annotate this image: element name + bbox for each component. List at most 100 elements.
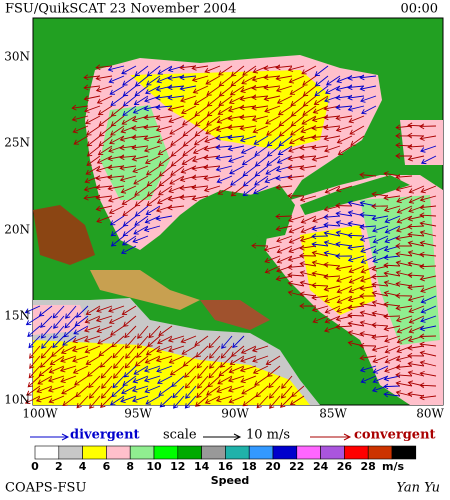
wind-arrow — [112, 375, 125, 389]
wind-arrow — [371, 191, 389, 198]
wind-arrow — [324, 305, 341, 314]
wind-arrow — [193, 135, 209, 146]
wind-arrow — [263, 245, 281, 252]
color-cell — [177, 445, 202, 460]
wind-arrow — [47, 385, 65, 393]
wind-arrow — [325, 75, 341, 86]
wind-arrow — [311, 225, 329, 232]
wind-arrow — [145, 165, 161, 176]
wind-arrow — [253, 185, 269, 195]
wind-arrow — [383, 383, 401, 390]
wind-arrow — [208, 335, 221, 349]
color-cell — [367, 445, 393, 460]
wind-arrow — [287, 290, 305, 297]
wind-arrow — [301, 115, 317, 125]
wind-arrow — [89, 395, 101, 409]
wind-arrow — [218, 365, 233, 377]
wind-arrow — [204, 65, 221, 74]
wind-arrow — [372, 235, 389, 244]
wind-arrow — [108, 205, 125, 215]
wind-arrow — [383, 391, 401, 398]
wind-arrow — [24, 305, 41, 314]
wind-arrow — [169, 175, 185, 185]
cuba — [300, 175, 410, 215]
wind-arrow — [395, 315, 413, 323]
wind-arrow — [347, 320, 365, 327]
wind-arrow — [62, 335, 77, 346]
wind-arrow — [73, 325, 89, 335]
wind-arrow — [240, 375, 257, 384]
wind-arrow — [122, 105, 137, 116]
atlantic-ocean — [400, 120, 443, 165]
wind-arrow — [348, 265, 365, 274]
wind-arrow — [155, 94, 173, 101]
wind-arrow — [395, 390, 413, 397]
colorbar-value: 16 — [218, 460, 234, 473]
wind-arrow — [217, 185, 233, 195]
lat-label: 20N — [4, 223, 30, 237]
wind-arrow — [420, 185, 437, 194]
wind-arrow — [220, 345, 233, 359]
wind-arrow — [347, 232, 365, 239]
wind-arrow — [206, 385, 221, 396]
wind-arrow — [359, 365, 377, 373]
wind-arrow — [170, 165, 185, 176]
wind-arrow — [167, 94, 185, 101]
wind-arrow — [407, 132, 425, 139]
wind-arrow — [136, 345, 149, 358]
wind-arrow — [239, 114, 257, 121]
wind-arrow — [290, 95, 305, 106]
wind-arrow — [275, 275, 293, 282]
wind-arrow — [71, 345, 89, 353]
wind-arrow — [277, 145, 293, 155]
wind-arrow — [275, 85, 293, 93]
wind-arrow — [299, 270, 317, 277]
wind-arrow — [288, 225, 305, 234]
wind-arrow — [347, 200, 365, 207]
wind-arrow — [108, 75, 125, 84]
wind-arrow — [359, 301, 377, 308]
wind-arrow — [203, 185, 221, 193]
wind-arrow — [122, 375, 137, 386]
wind-arrow — [131, 144, 149, 151]
wind-arrow — [360, 255, 377, 264]
wind-arrow — [191, 195, 209, 202]
wind-arrow — [109, 135, 125, 145]
colorbar-value: 12 — [170, 460, 185, 473]
wind-arrow — [180, 335, 197, 344]
terrain — [33, 205, 95, 265]
wind-arrow — [180, 105, 197, 115]
wind-arrow — [266, 125, 281, 136]
wind-arrow — [299, 195, 317, 202]
wind-arrow — [359, 354, 377, 361]
wind-arrow — [120, 245, 137, 255]
wind-arrow — [132, 395, 149, 403]
wind-arrow — [408, 185, 425, 194]
wind-arrow — [148, 325, 161, 339]
wind-arrow — [278, 135, 293, 147]
wind-arrow — [253, 135, 269, 145]
wind-arrow — [395, 174, 413, 180]
wind-arrow — [120, 185, 137, 194]
wind-arrow — [111, 335, 125, 348]
colorbar-unit: m/s — [382, 460, 404, 473]
wind-arrow — [184, 375, 197, 389]
wind-arrow — [302, 105, 317, 116]
wind-arrow — [324, 145, 341, 153]
wind-arrow — [205, 125, 221, 135]
wind-arrow — [197, 365, 209, 379]
wind-arrow — [361, 105, 377, 115]
wind-arrow — [83, 335, 101, 343]
wind-arrow — [185, 385, 197, 399]
wind-arrow — [230, 75, 245, 87]
wind-arrow — [311, 250, 329, 257]
wind-arrow — [251, 115, 269, 122]
wind-arrow — [86, 135, 101, 147]
wind-arrow — [324, 85, 341, 95]
wind-arrow — [276, 95, 293, 104]
wind-arrow — [52, 305, 65, 319]
wind-arrow — [192, 85, 209, 94]
wind-arrow — [311, 294, 329, 301]
wind-arrow — [299, 303, 317, 309]
wind-arrow — [203, 164, 221, 171]
